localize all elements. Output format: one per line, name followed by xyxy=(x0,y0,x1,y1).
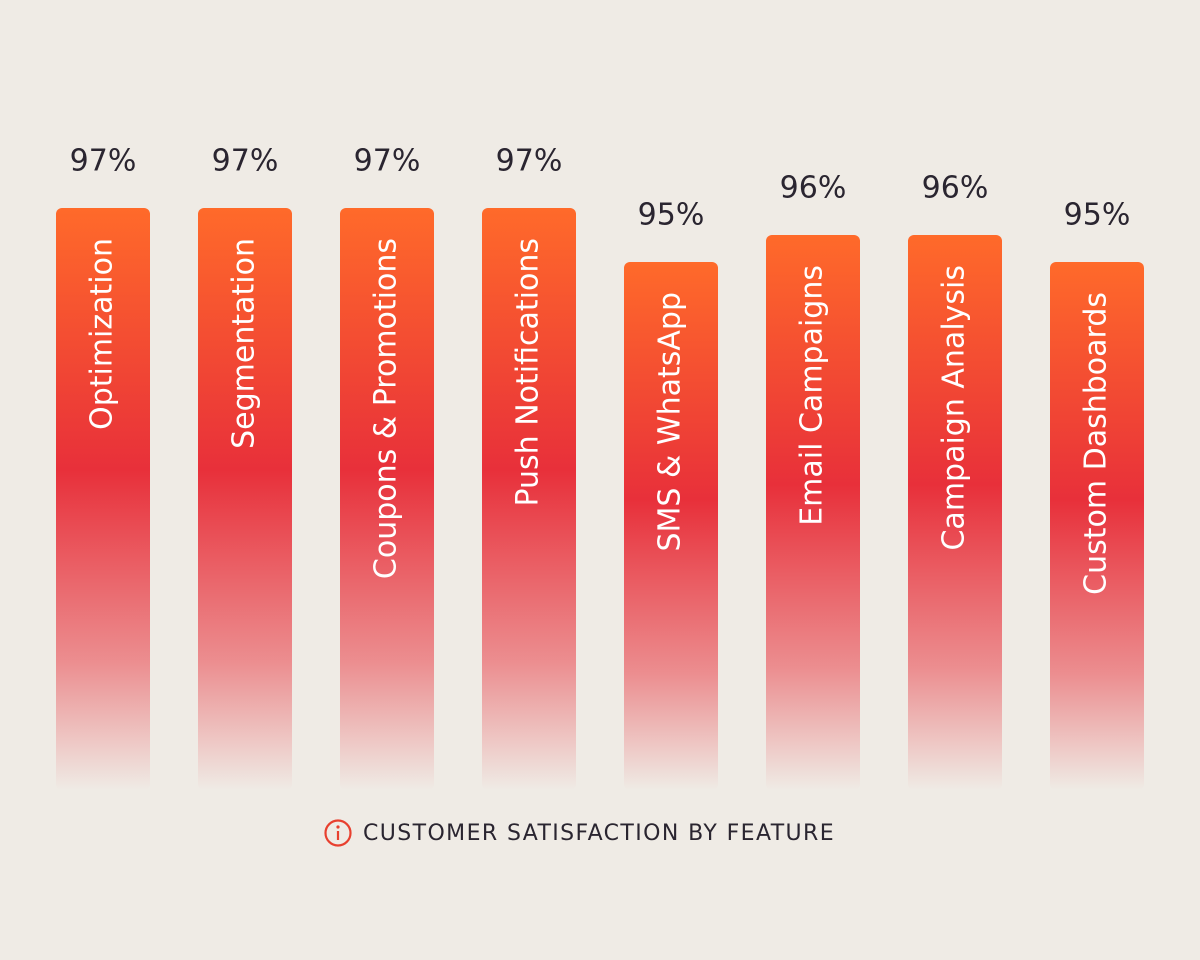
value-label: 95% xyxy=(1064,198,1131,233)
bar xyxy=(482,208,576,790)
chart-title: CUSTOMER SATISFACTION BY FEATURE xyxy=(363,821,835,846)
category-label: SMS & WhatsApp xyxy=(653,292,688,552)
category-label: Segmentation xyxy=(227,238,262,449)
value-label: 97% xyxy=(70,144,137,179)
bar xyxy=(198,208,292,790)
value-label: 96% xyxy=(780,171,847,206)
category-label: Custom Dashboards xyxy=(1079,292,1114,595)
footer: CUSTOMER SATISFACTION BY FEATURE xyxy=(324,819,835,847)
category-label: Coupons & Promotions xyxy=(369,238,404,579)
bar xyxy=(1050,262,1144,790)
bar xyxy=(766,235,860,790)
value-label: 97% xyxy=(354,144,421,179)
info-icon-dot xyxy=(336,825,340,829)
value-label: 97% xyxy=(496,144,563,179)
category-label: Campaign Analysis xyxy=(937,265,972,551)
info-icon xyxy=(324,819,352,847)
bar xyxy=(56,208,150,790)
bar xyxy=(624,262,718,790)
bar xyxy=(340,208,434,790)
category-label: Email Campaigns xyxy=(795,265,830,526)
bar xyxy=(908,235,1002,790)
value-label: 95% xyxy=(638,198,705,233)
value-label: 97% xyxy=(212,144,279,179)
value-label: 96% xyxy=(922,171,989,206)
category-label: Optimization xyxy=(85,238,120,430)
category-label: Push Notifications xyxy=(511,238,546,507)
